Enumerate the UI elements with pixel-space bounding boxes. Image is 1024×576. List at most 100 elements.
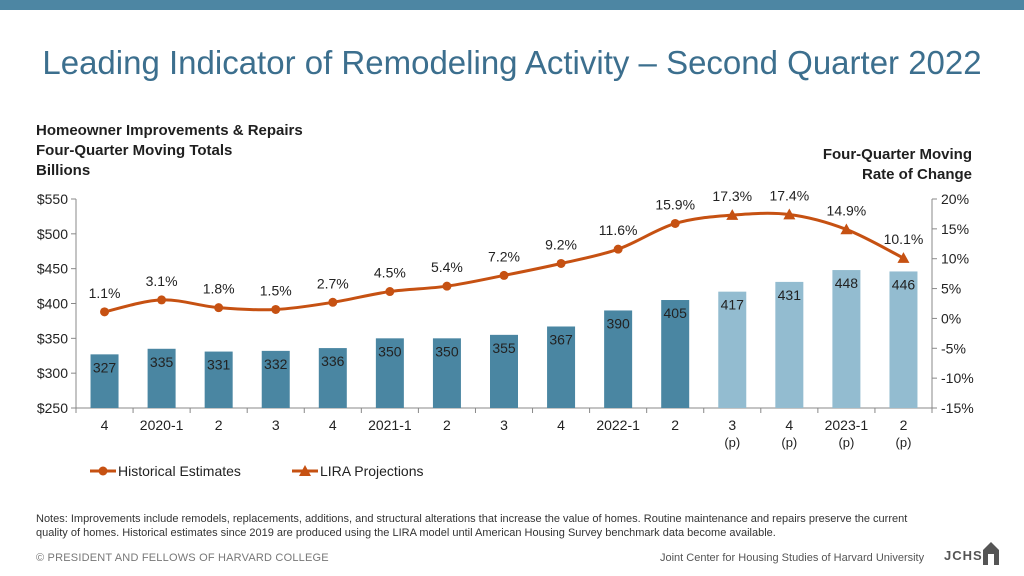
line-value-label: 14.9% [827,202,867,218]
bar-value-label: 367 [549,331,573,347]
bar-value-label: 448 [835,275,859,291]
left-axis-title-line: Billions [36,162,91,179]
bar [490,334,518,408]
left-tick-label: $500 [37,226,68,242]
legend-label: Historical Estimates [118,463,241,479]
bar [661,300,690,408]
x-category-label: 4 [785,417,793,433]
page-title: Leading Indicator of Remodeling Activity… [42,44,982,81]
left-axis-title-line: Four-Quarter Moving Totals [36,142,233,159]
bar-value-label: 350 [378,343,402,359]
bar [432,338,461,408]
historical-marker [556,258,566,268]
bar [318,348,347,408]
x-category-label: 4 [329,417,337,433]
bar-value-label: 446 [892,276,916,292]
right-tick-label: 0% [941,310,961,326]
historical-marker [442,281,452,291]
bar-value-label: 327 [93,359,117,375]
bar [604,310,633,408]
historical-marker [100,307,110,317]
bar-value-label: 332 [264,356,288,372]
projection-marker [726,209,739,220]
x-category-label: 3 [272,417,280,433]
left-tick-label: $250 [37,400,68,416]
historical-marker [157,295,167,305]
bar-value-label: 405 [664,305,688,321]
left-tick-label: $300 [37,365,68,381]
right-tick-label: 15% [941,221,969,237]
historical-marker [385,287,395,297]
x-category-label: 2020-1 [140,417,184,433]
historical-marker [670,218,680,228]
line-value-label: 11.6% [599,222,638,238]
bar-value-label: 390 [606,315,630,331]
historical-marker [328,297,338,307]
x-category-label: 3 [500,417,508,433]
organization-name: Joint Center for Housing Studies of Harv… [660,552,925,564]
x-category-label: (p) [781,435,797,450]
line-value-label: 17.3% [712,188,752,204]
bar [547,326,576,408]
projection-marker [783,208,796,220]
legend-label: LIRA Projections [320,463,424,479]
line-value-label: 3.1% [146,273,178,289]
x-category-label: 2 [671,417,679,433]
x-category-label: 2 [900,417,908,433]
x-category-label: 2022-1 [596,417,640,433]
right-tick-label: -5% [941,340,966,356]
bar [889,271,918,408]
projection-marker [840,223,853,235]
historical-marker [613,244,623,254]
chart-notes: Notes: Improvements include remodels, re… [36,513,908,539]
bar-value-label: 350 [435,343,459,359]
line-value-label: 1.5% [260,282,292,298]
bar [204,351,233,408]
bar [375,338,404,408]
bar-value-label: 431 [778,287,802,303]
x-category-label: 2021-1 [368,417,412,433]
right-axis-title-line: Rate of Change [861,166,972,183]
bar-value-label: 355 [492,340,516,356]
left-axis-title-line: Homeowner Improvements & Repairs [36,122,303,139]
right-axis-title-line: Four-Quarter Moving [822,146,972,163]
line-value-label: 1.1% [89,285,121,301]
historical-marker [499,270,509,280]
x-category-label: 2 [215,417,223,433]
left-tick-label: $400 [37,296,68,312]
bar-value-label: 417 [721,297,745,313]
historical-marker [271,304,281,314]
copyright-text: © PRESIDENT AND FELLOWS OF HARVARD COLLE… [36,552,329,564]
left-tick-label: $450 [37,261,68,277]
bar [261,350,290,408]
right-tick-label: -15% [941,400,974,416]
jchs-logo-icon [983,542,999,565]
x-category-label: (p) [724,435,740,450]
projection-marker [897,252,910,263]
bar-value-label: 336 [321,353,345,369]
legend-circle-marker [98,466,108,476]
left-axis-title: Homeowner Improvements & Repairs Four-Qu… [36,121,303,181]
bar-value-label: 331 [207,357,231,373]
legend-triangle-marker [299,465,311,476]
jchs-logo-text: JCHS [944,548,983,563]
x-category-label: (p) [896,435,912,450]
top-accent-bar [0,0,1024,10]
x-category-label: (p) [838,435,854,450]
x-category-label: 2 [443,417,451,433]
line-value-label: 7.2% [488,248,520,264]
left-tick-label: $350 [37,330,68,346]
x-category-label: 4 [557,417,565,433]
line-value-label: 4.5% [374,265,406,281]
right-tick-label: 10% [941,251,969,267]
bar [832,270,861,408]
bar [147,348,176,408]
x-category-label: 2023-1 [825,417,869,433]
bar [775,281,804,408]
line-value-label: 15.9% [655,196,695,212]
line-value-label: 2.7% [317,275,349,291]
x-category-label: 3 [728,417,736,433]
bar [90,354,119,408]
left-tick-label: $550 [37,191,68,207]
